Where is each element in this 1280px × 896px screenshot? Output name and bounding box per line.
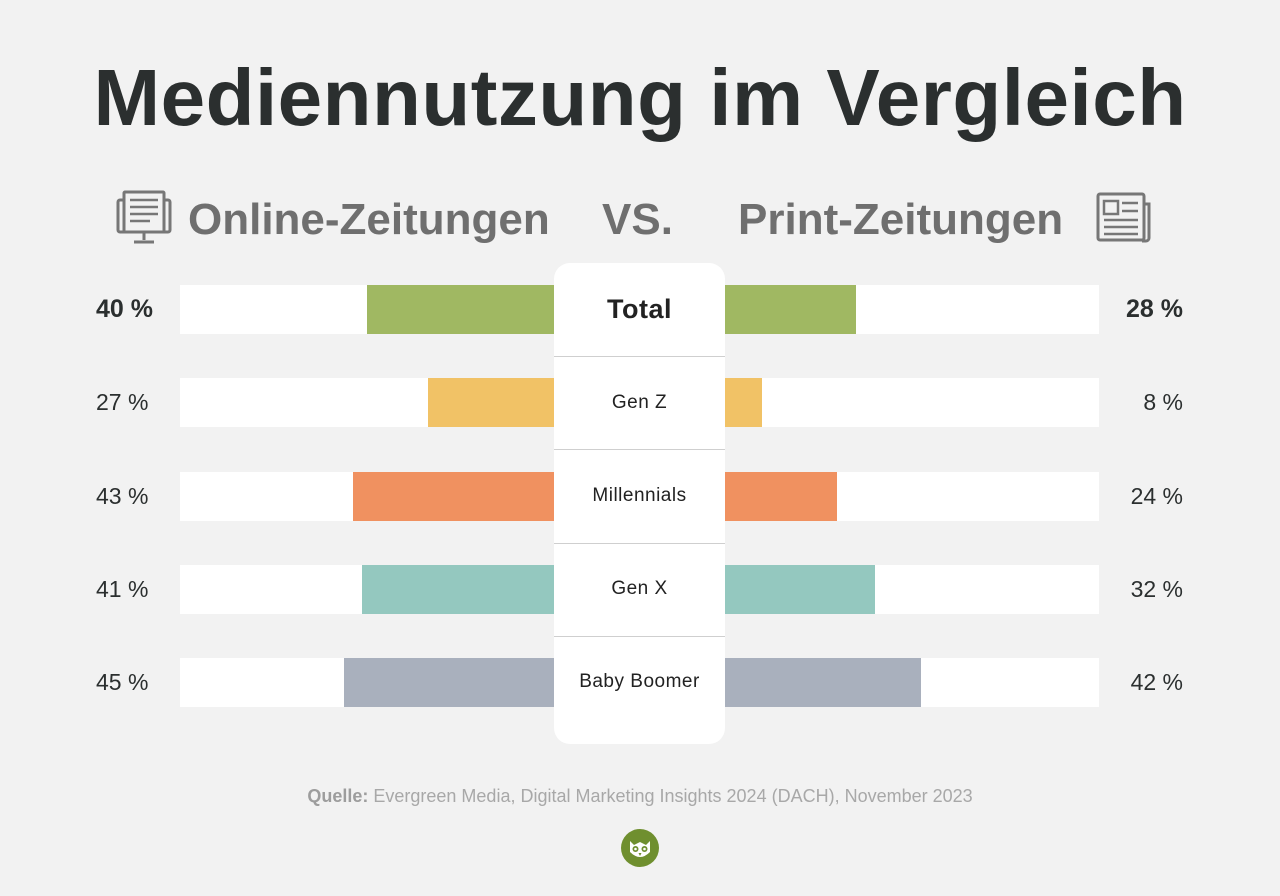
value-label-online: 41 % (96, 575, 149, 602)
monitor-newspaper-icon (116, 190, 172, 244)
value-label-print: 24 % (1130, 482, 1183, 509)
value-label-online: 27 % (96, 389, 149, 416)
category-divider (554, 635, 725, 637)
bar-online (343, 657, 554, 707)
owl-logo-icon (621, 829, 659, 867)
track-right (725, 378, 1099, 428)
bar-online (362, 564, 554, 614)
bar-online (427, 378, 554, 428)
bar-print (725, 657, 922, 707)
bar-print (725, 378, 763, 428)
source-note: Quelle: Evergreen Media, Digital Marketi… (0, 786, 1280, 807)
bar-print (725, 471, 838, 521)
category-label: Gen Z (611, 391, 668, 413)
value-label-print: 8 % (1143, 389, 1183, 416)
source-text: Evergreen Media, Digital Marketing Insig… (373, 786, 973, 806)
value-label-online: 45 % (96, 668, 149, 695)
value-label-online: 40 % (96, 295, 153, 324)
page-title: Mediennutzung im Vergleich (93, 53, 1187, 142)
right-heading: Print-Zeitungen (738, 195, 1064, 244)
value-label-print: 32 % (1130, 575, 1183, 602)
left-heading: Online-Zeitungen (188, 195, 550, 244)
bar-print (725, 285, 856, 335)
value-label-print: 28 % (1126, 295, 1183, 324)
category-column (554, 263, 725, 744)
value-label-online: 43 % (96, 482, 149, 509)
category-divider (554, 449, 725, 451)
source-label: Quelle: (307, 786, 369, 806)
bar-print (725, 564, 875, 614)
category-divider (554, 542, 725, 544)
category-label: Gen X (611, 578, 668, 600)
vs-label: VS. (602, 195, 673, 244)
value-label-print: 42 % (1130, 668, 1183, 695)
newspaper-icon (1096, 192, 1151, 243)
category-label: Baby Boomer (579, 671, 700, 693)
bar-online (367, 285, 554, 335)
category-label: Total (607, 294, 672, 324)
category-label: Millennials (592, 484, 687, 506)
bar-online (352, 471, 554, 521)
category-divider (554, 356, 725, 358)
